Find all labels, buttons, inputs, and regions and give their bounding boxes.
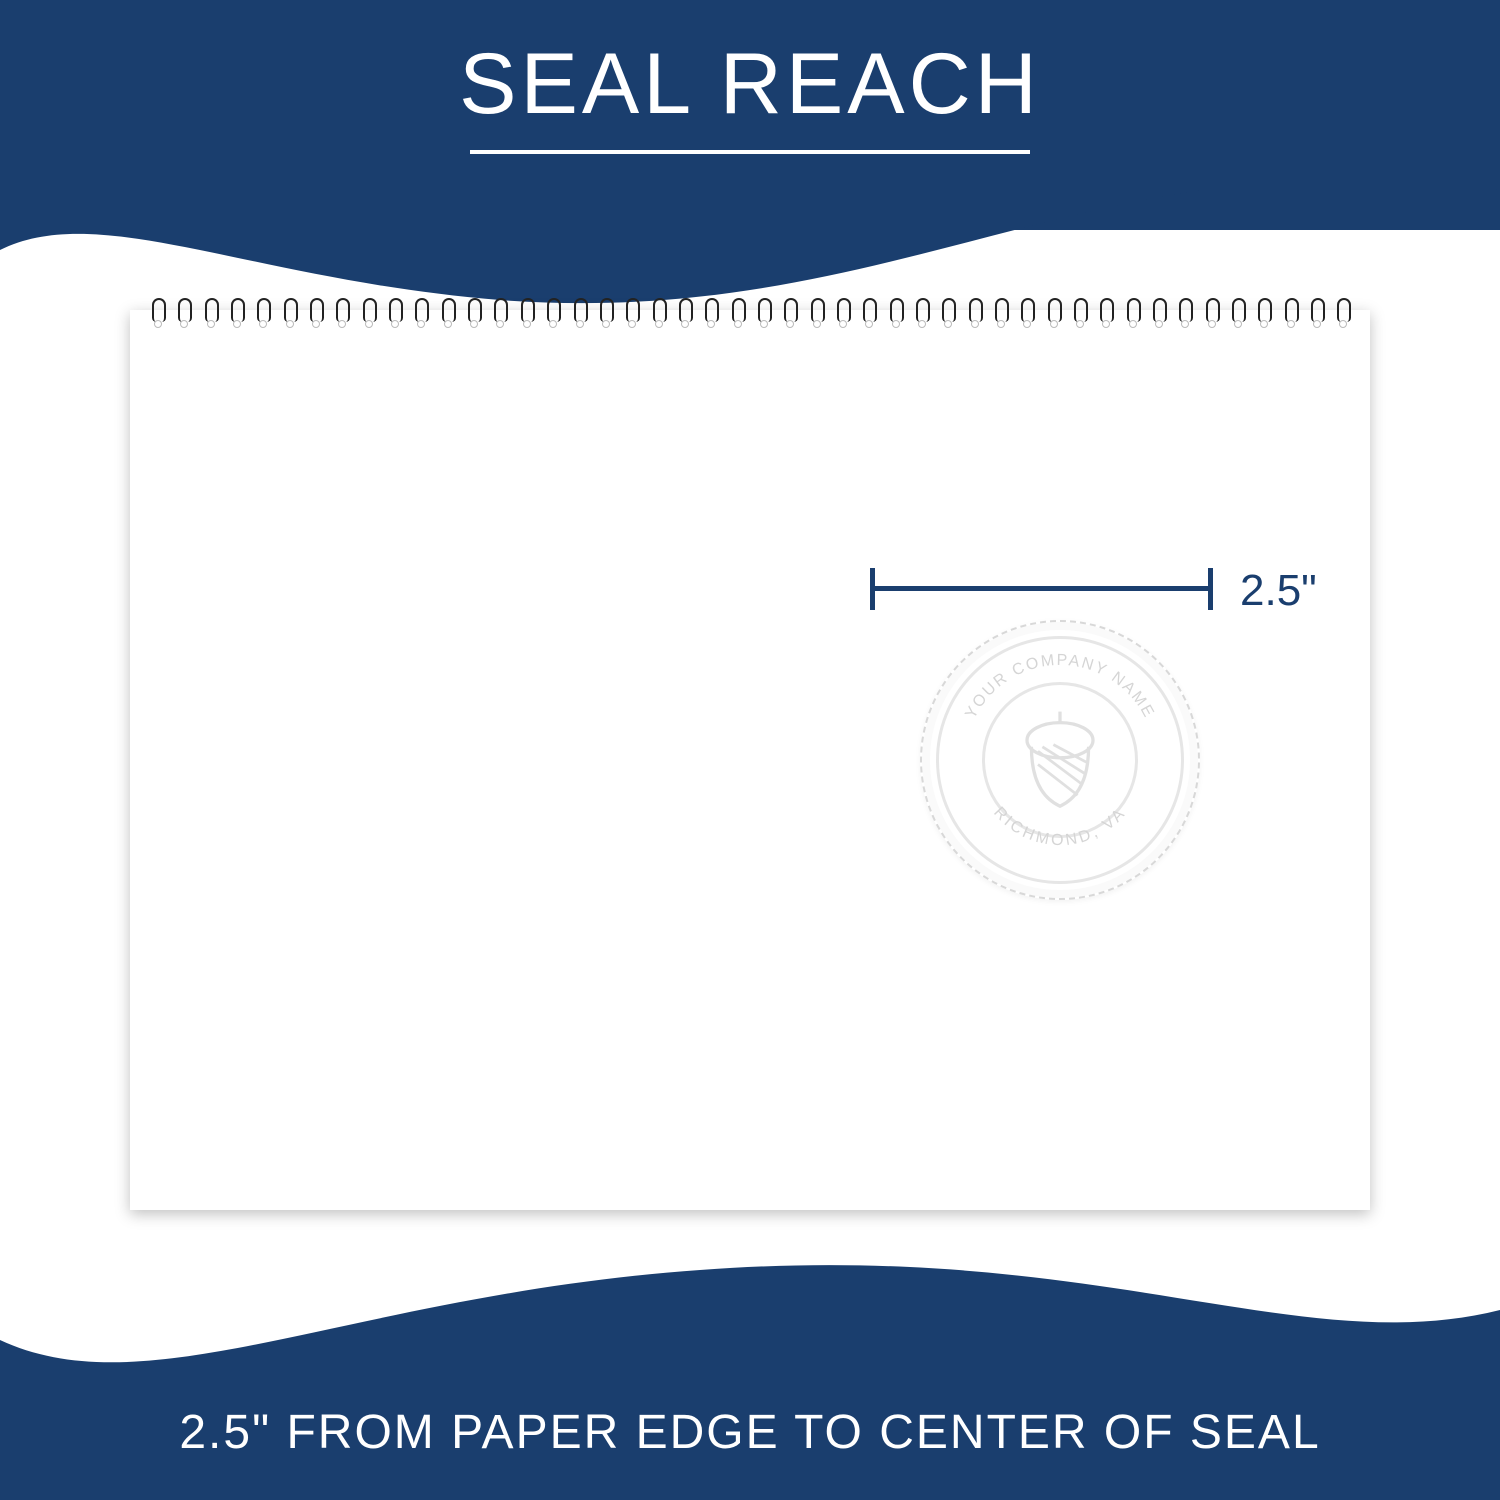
spiral-loop (1072, 294, 1086, 330)
spiral-loop (809, 294, 823, 330)
header-underline (470, 150, 1030, 154)
spiral-loop (1098, 294, 1112, 330)
spiral-loop (756, 294, 770, 330)
measure-cap-right (1208, 568, 1213, 610)
spiral-loop (1283, 294, 1297, 330)
spiral-loop (703, 294, 717, 330)
spiral-loop (440, 294, 454, 330)
spiral-loop (255, 294, 269, 330)
spiral-loop (677, 294, 691, 330)
spiral-loop (176, 294, 190, 330)
spiral-loop (1177, 294, 1191, 330)
spiral-loop (545, 294, 559, 330)
measure-label: 2.5" (1240, 566, 1317, 616)
spiral-loop (888, 294, 902, 330)
spiral-loop (651, 294, 665, 330)
acorn-icon (1000, 700, 1120, 820)
spiral-loop (387, 294, 401, 330)
spiral-loop (519, 294, 533, 330)
spiral-loop (730, 294, 744, 330)
notepad: 2.5" YOUR COMPANY NAME RICHMOND, VA (130, 310, 1370, 1210)
spiral-loop (334, 294, 348, 330)
spiral-loop (1230, 294, 1244, 330)
spiral-loop (203, 294, 217, 330)
spiral-loop (308, 294, 322, 330)
spiral-loop (150, 294, 164, 330)
spiral-loop (492, 294, 506, 330)
measurement-indicator: 2.5" (870, 550, 1370, 620)
spiral-loop (282, 294, 296, 330)
spiral-loop (835, 294, 849, 330)
spiral-loop (1019, 294, 1033, 330)
spiral-loop (572, 294, 586, 330)
spiral-loop (782, 294, 796, 330)
spiral-loop (413, 294, 427, 330)
spiral-loop (1309, 294, 1323, 330)
spiral-loop (1335, 294, 1349, 330)
spiral-loop (598, 294, 612, 330)
spiral-loop (914, 294, 928, 330)
spiral-loop (361, 294, 375, 330)
spiral-loop (861, 294, 875, 330)
spiral-loop (993, 294, 1007, 330)
measure-line (870, 586, 1210, 591)
spiral-loop (229, 294, 243, 330)
header-title: SEAL REACH (0, 35, 1500, 134)
spiral-loop (466, 294, 480, 330)
spiral-binding (150, 294, 1350, 334)
spiral-loop (1125, 294, 1139, 330)
spiral-loop (624, 294, 638, 330)
spiral-loop (1204, 294, 1218, 330)
spiral-loop (1046, 294, 1060, 330)
spiral-loop (967, 294, 981, 330)
spiral-loop (1151, 294, 1165, 330)
spiral-loop (1256, 294, 1270, 330)
footer-text: 2.5" FROM PAPER EDGE TO CENTER OF SEAL (0, 1405, 1500, 1460)
embossed-seal: YOUR COMPANY NAME RICHMOND, VA (920, 620, 1200, 900)
spiral-loop (940, 294, 954, 330)
